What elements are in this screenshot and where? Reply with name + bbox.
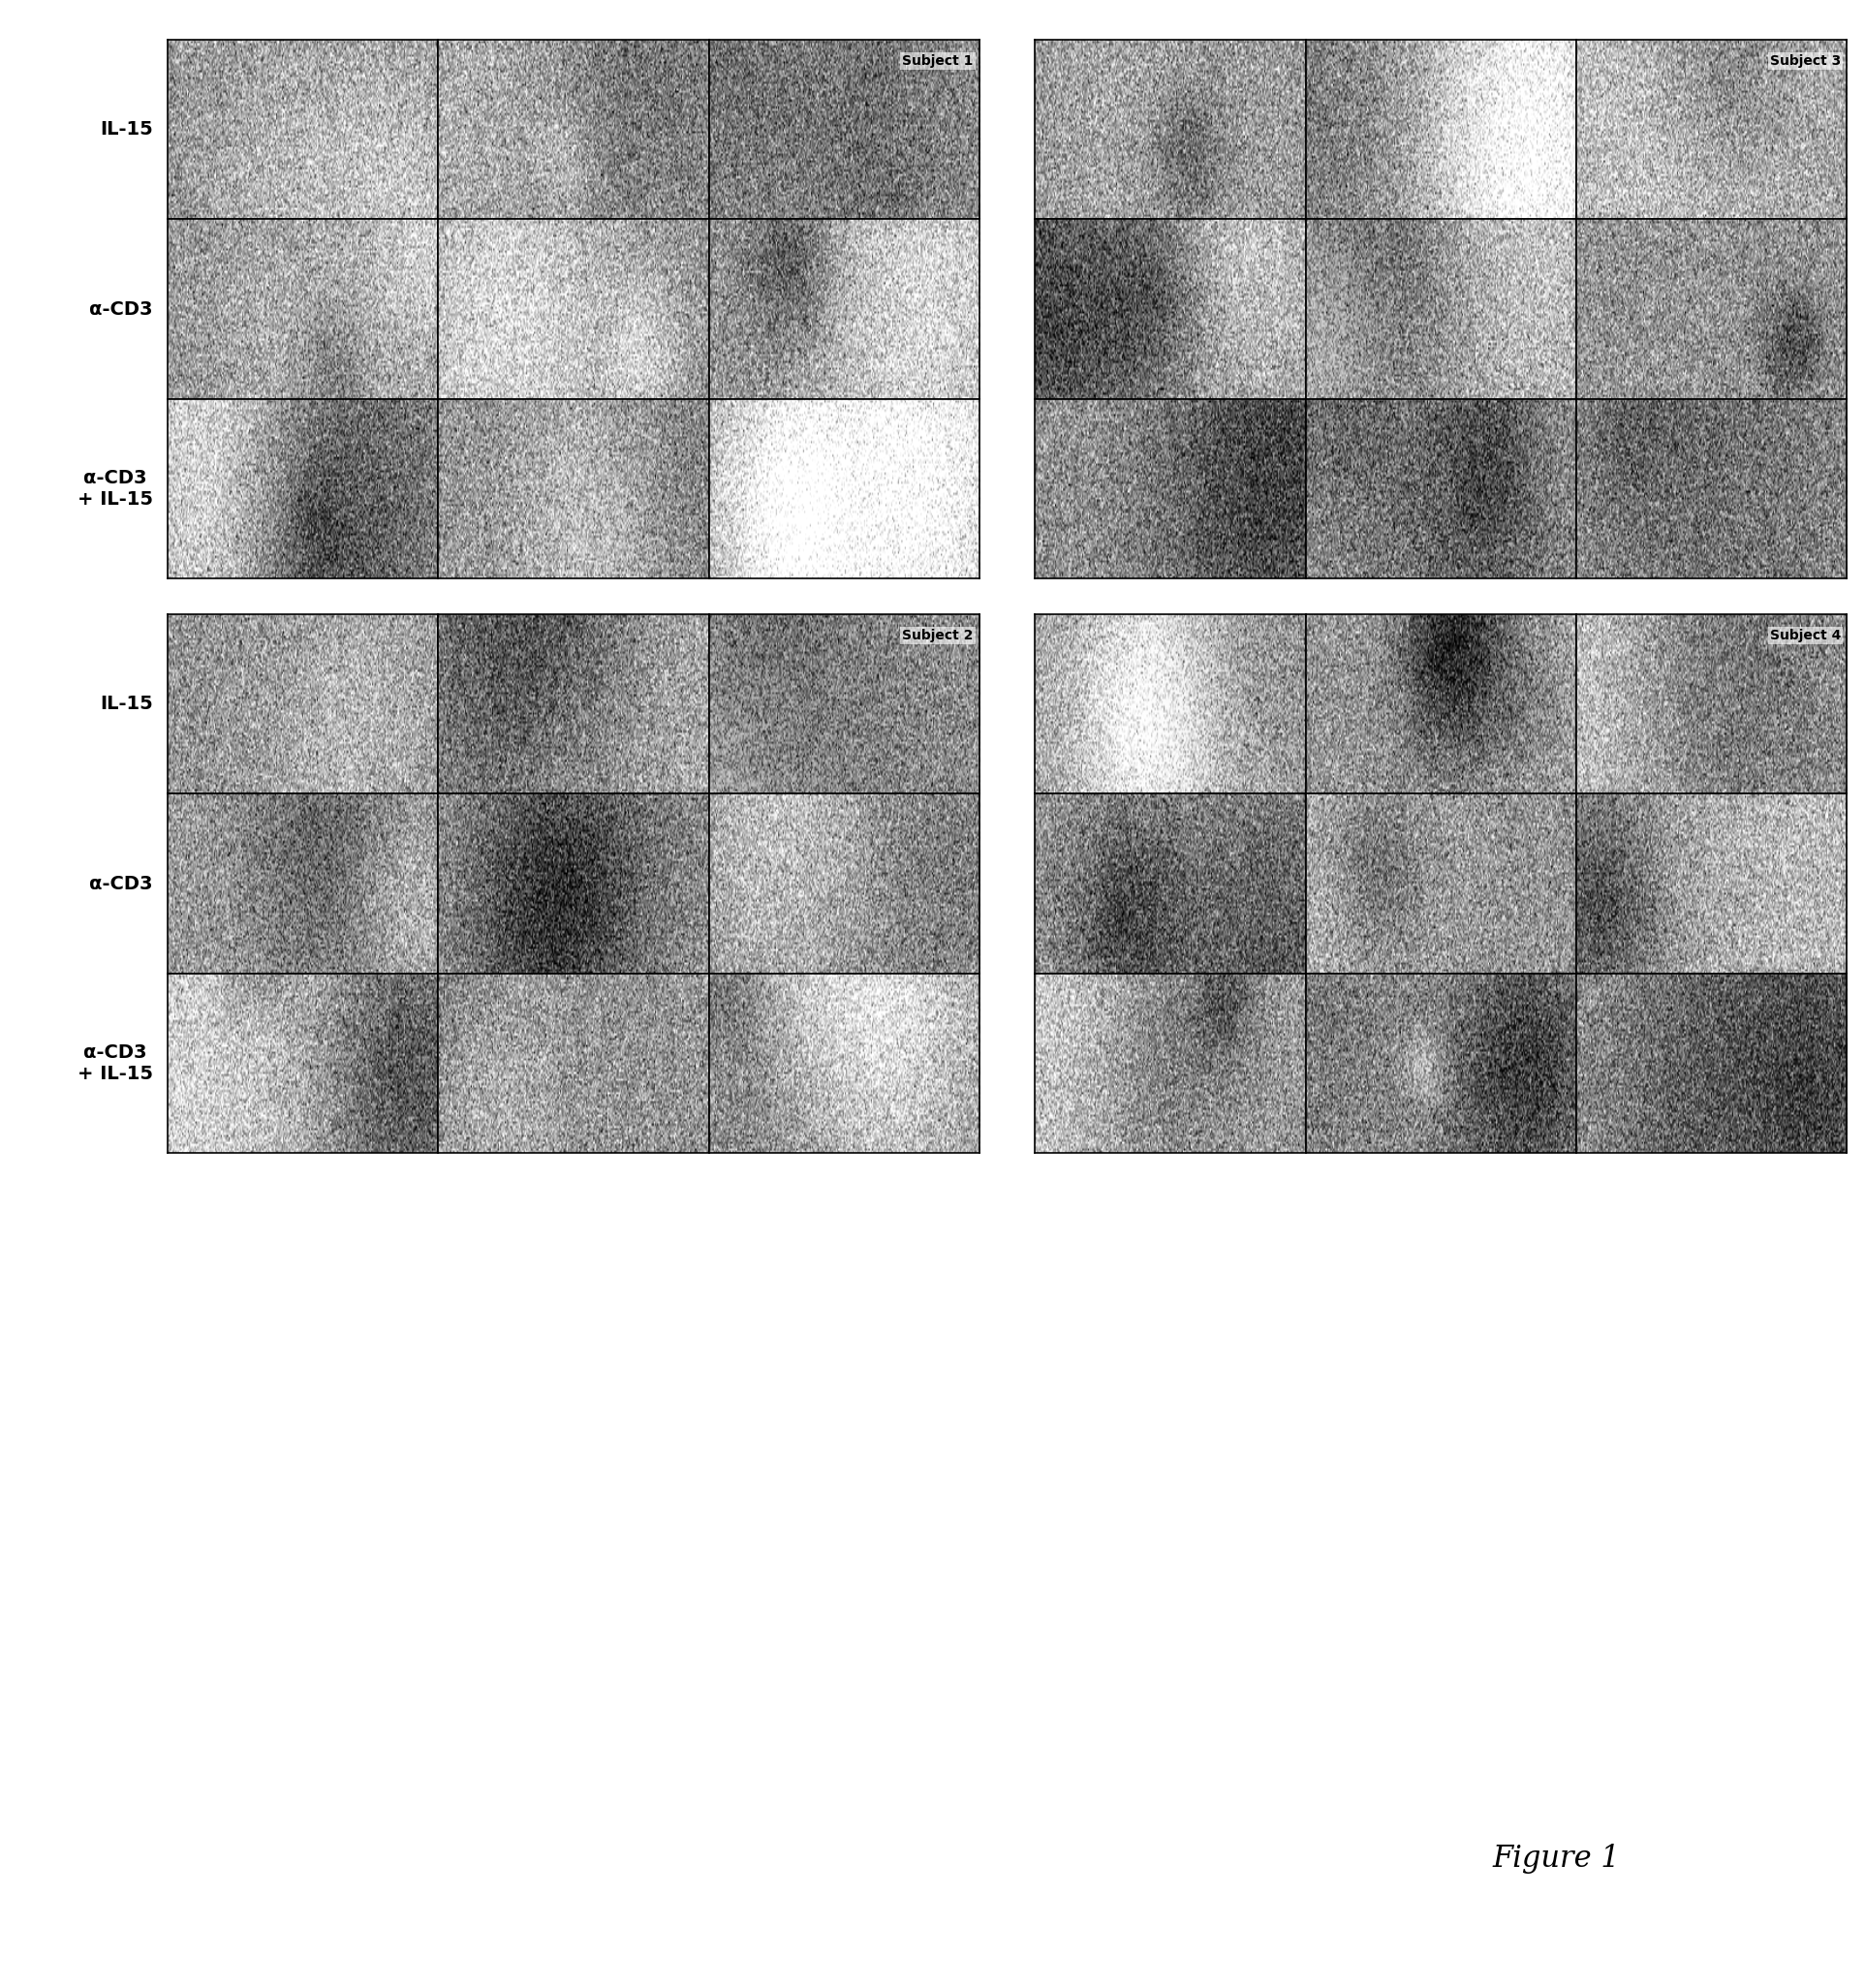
Text: Subject 3: Subject 3 [1770,54,1841,68]
Text: Subject 2: Subject 2 [903,628,974,642]
Text: Subject 4: Subject 4 [1770,628,1841,642]
Text: Subject 1: Subject 1 [903,54,974,68]
Text: IL-15: IL-15 [101,696,153,714]
Text: α-CD3
+ IL-15: α-CD3 + IL-15 [76,469,153,509]
Text: α-CD3: α-CD3 [90,875,153,893]
Text: α-CD3: α-CD3 [90,300,153,318]
Text: IL-15: IL-15 [101,121,153,139]
Text: Figure 1: Figure 1 [1492,1843,1619,1875]
Text: α-CD3
+ IL-15: α-CD3 + IL-15 [76,1044,153,1083]
